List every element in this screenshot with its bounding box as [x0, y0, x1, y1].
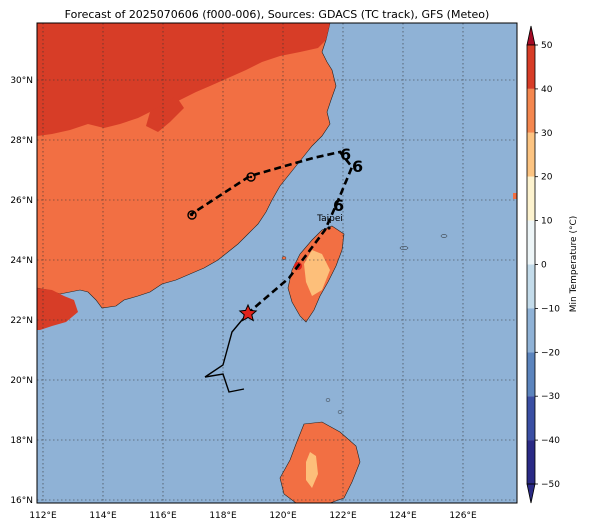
- colorbar-tick-labels: 50 40 30 20 10 0 −10 −20 −30 −40 −50: [535, 41, 560, 490]
- longitude-tick-label: 116°E: [149, 511, 177, 521]
- colorbar-segment: [527, 88, 535, 133]
- city-label: Taipei: [316, 214, 343, 224]
- latitude-tick-label: 16°N: [10, 496, 33, 506]
- colorbar-bottom-extension: [526, 483, 536, 504]
- colorbar-tick-label: −30: [541, 392, 560, 402]
- leizhou-land: [37, 288, 78, 330]
- batanes-island: [337, 410, 343, 414]
- latitude-tick-label: 28°N: [10, 136, 33, 146]
- colorbar-tick-label: −10: [541, 304, 560, 314]
- colorbar-tick-label: −40: [541, 436, 560, 446]
- figure-title: Forecast of 2025070606 (f000-006), Sourc…: [65, 8, 490, 21]
- edge-land: [513, 193, 517, 199]
- colorbar-top-extension: [526, 25, 536, 46]
- latitude-tick-label: 22°N: [10, 316, 33, 326]
- colorbar-label: Min Temperature (°C): [569, 216, 579, 313]
- longitude-tick-label: 126°E: [449, 511, 477, 521]
- luzon-warm-center: [306, 452, 318, 488]
- storm-symbol: [246, 172, 256, 182]
- typhoon-symbol: 6: [352, 157, 363, 176]
- luzon-land: [279, 421, 361, 503]
- colorbar-segment: [527, 352, 535, 397]
- longitude-tick-label: 118°E: [209, 511, 237, 521]
- longitude-tick-labels: 112°E 114°E 116°E 118°E 120°E 122°E 124°E 126°E: [29, 511, 477, 521]
- ryukyu-island: [440, 234, 448, 238]
- colorbar-segment: [527, 45, 535, 89]
- typhoon-symbol: 6: [333, 196, 344, 215]
- batanes-island: [325, 398, 331, 402]
- map-plot-area: 6 6 6 Taipei: [37, 23, 517, 503]
- colorbar-segments: [527, 45, 535, 484]
- longitude-tick-label: 124°E: [389, 511, 417, 521]
- typhoon-symbol: 6: [340, 145, 351, 164]
- past-track-line: [204, 373, 245, 393]
- colorbar-segment: [527, 308, 535, 353]
- colorbar-segment: [527, 264, 535, 309]
- colorbar-tick-label: −50: [541, 480, 560, 490]
- observed-track-line: [204, 313, 248, 378]
- colorbar-tick-label: 20: [541, 173, 553, 183]
- colorbar-segment: [527, 220, 535, 265]
- latitude-tick-label: 26°N: [10, 196, 33, 206]
- forecast-track-line: [189, 150, 354, 315]
- longitude-tick-label: 112°E: [29, 511, 57, 521]
- taiwan-warm-center: [304, 250, 330, 296]
- latitude-tick-labels: 30°N 28°N 26°N 24°N 22°N 20°N 18°N 16°N: [10, 76, 33, 506]
- latitude-tick-label: 30°N: [10, 76, 33, 86]
- latitude-tick-label: 20°N: [10, 376, 33, 386]
- colorbar-segment: [527, 132, 535, 177]
- graticule: [37, 23, 517, 503]
- map-frame: [36, 22, 518, 504]
- colorbar: 50 40 30 20 10 0 −10 −20 −30 −40 −50 Min Temperatu…: [526, 25, 579, 504]
- storm-symbol: [187, 210, 197, 220]
- colorbar-segment: [527, 396, 535, 441]
- colorbar-segment: [527, 440, 535, 484]
- colorbar-tick-label: 0: [541, 261, 547, 271]
- colorbar-tick-label: 30: [541, 129, 553, 139]
- latitude-tick-label: 18°N: [10, 436, 33, 446]
- longitude-tick-label: 114°E: [89, 511, 117, 521]
- longitude-tick-label: 120°E: [269, 511, 297, 521]
- storm-star-icon: [238, 303, 258, 322]
- penghu-island: [281, 256, 287, 260]
- taipei-marker: [327, 226, 331, 230]
- colorbar-tick-label: −20: [541, 348, 560, 358]
- colorbar-tick-label: 10: [541, 217, 553, 227]
- warm-land-north: [37, 23, 330, 136]
- colorbar-tick-label: 40: [541, 85, 553, 95]
- colorbar-segment: [527, 176, 535, 221]
- warm-land-strip: [146, 96, 184, 132]
- longitude-tick-label: 122°E: [329, 511, 357, 521]
- colorbar-tick-label: 50: [541, 41, 553, 51]
- ryukyu-island: [399, 246, 409, 250]
- latitude-tick-label: 24°N: [10, 256, 33, 266]
